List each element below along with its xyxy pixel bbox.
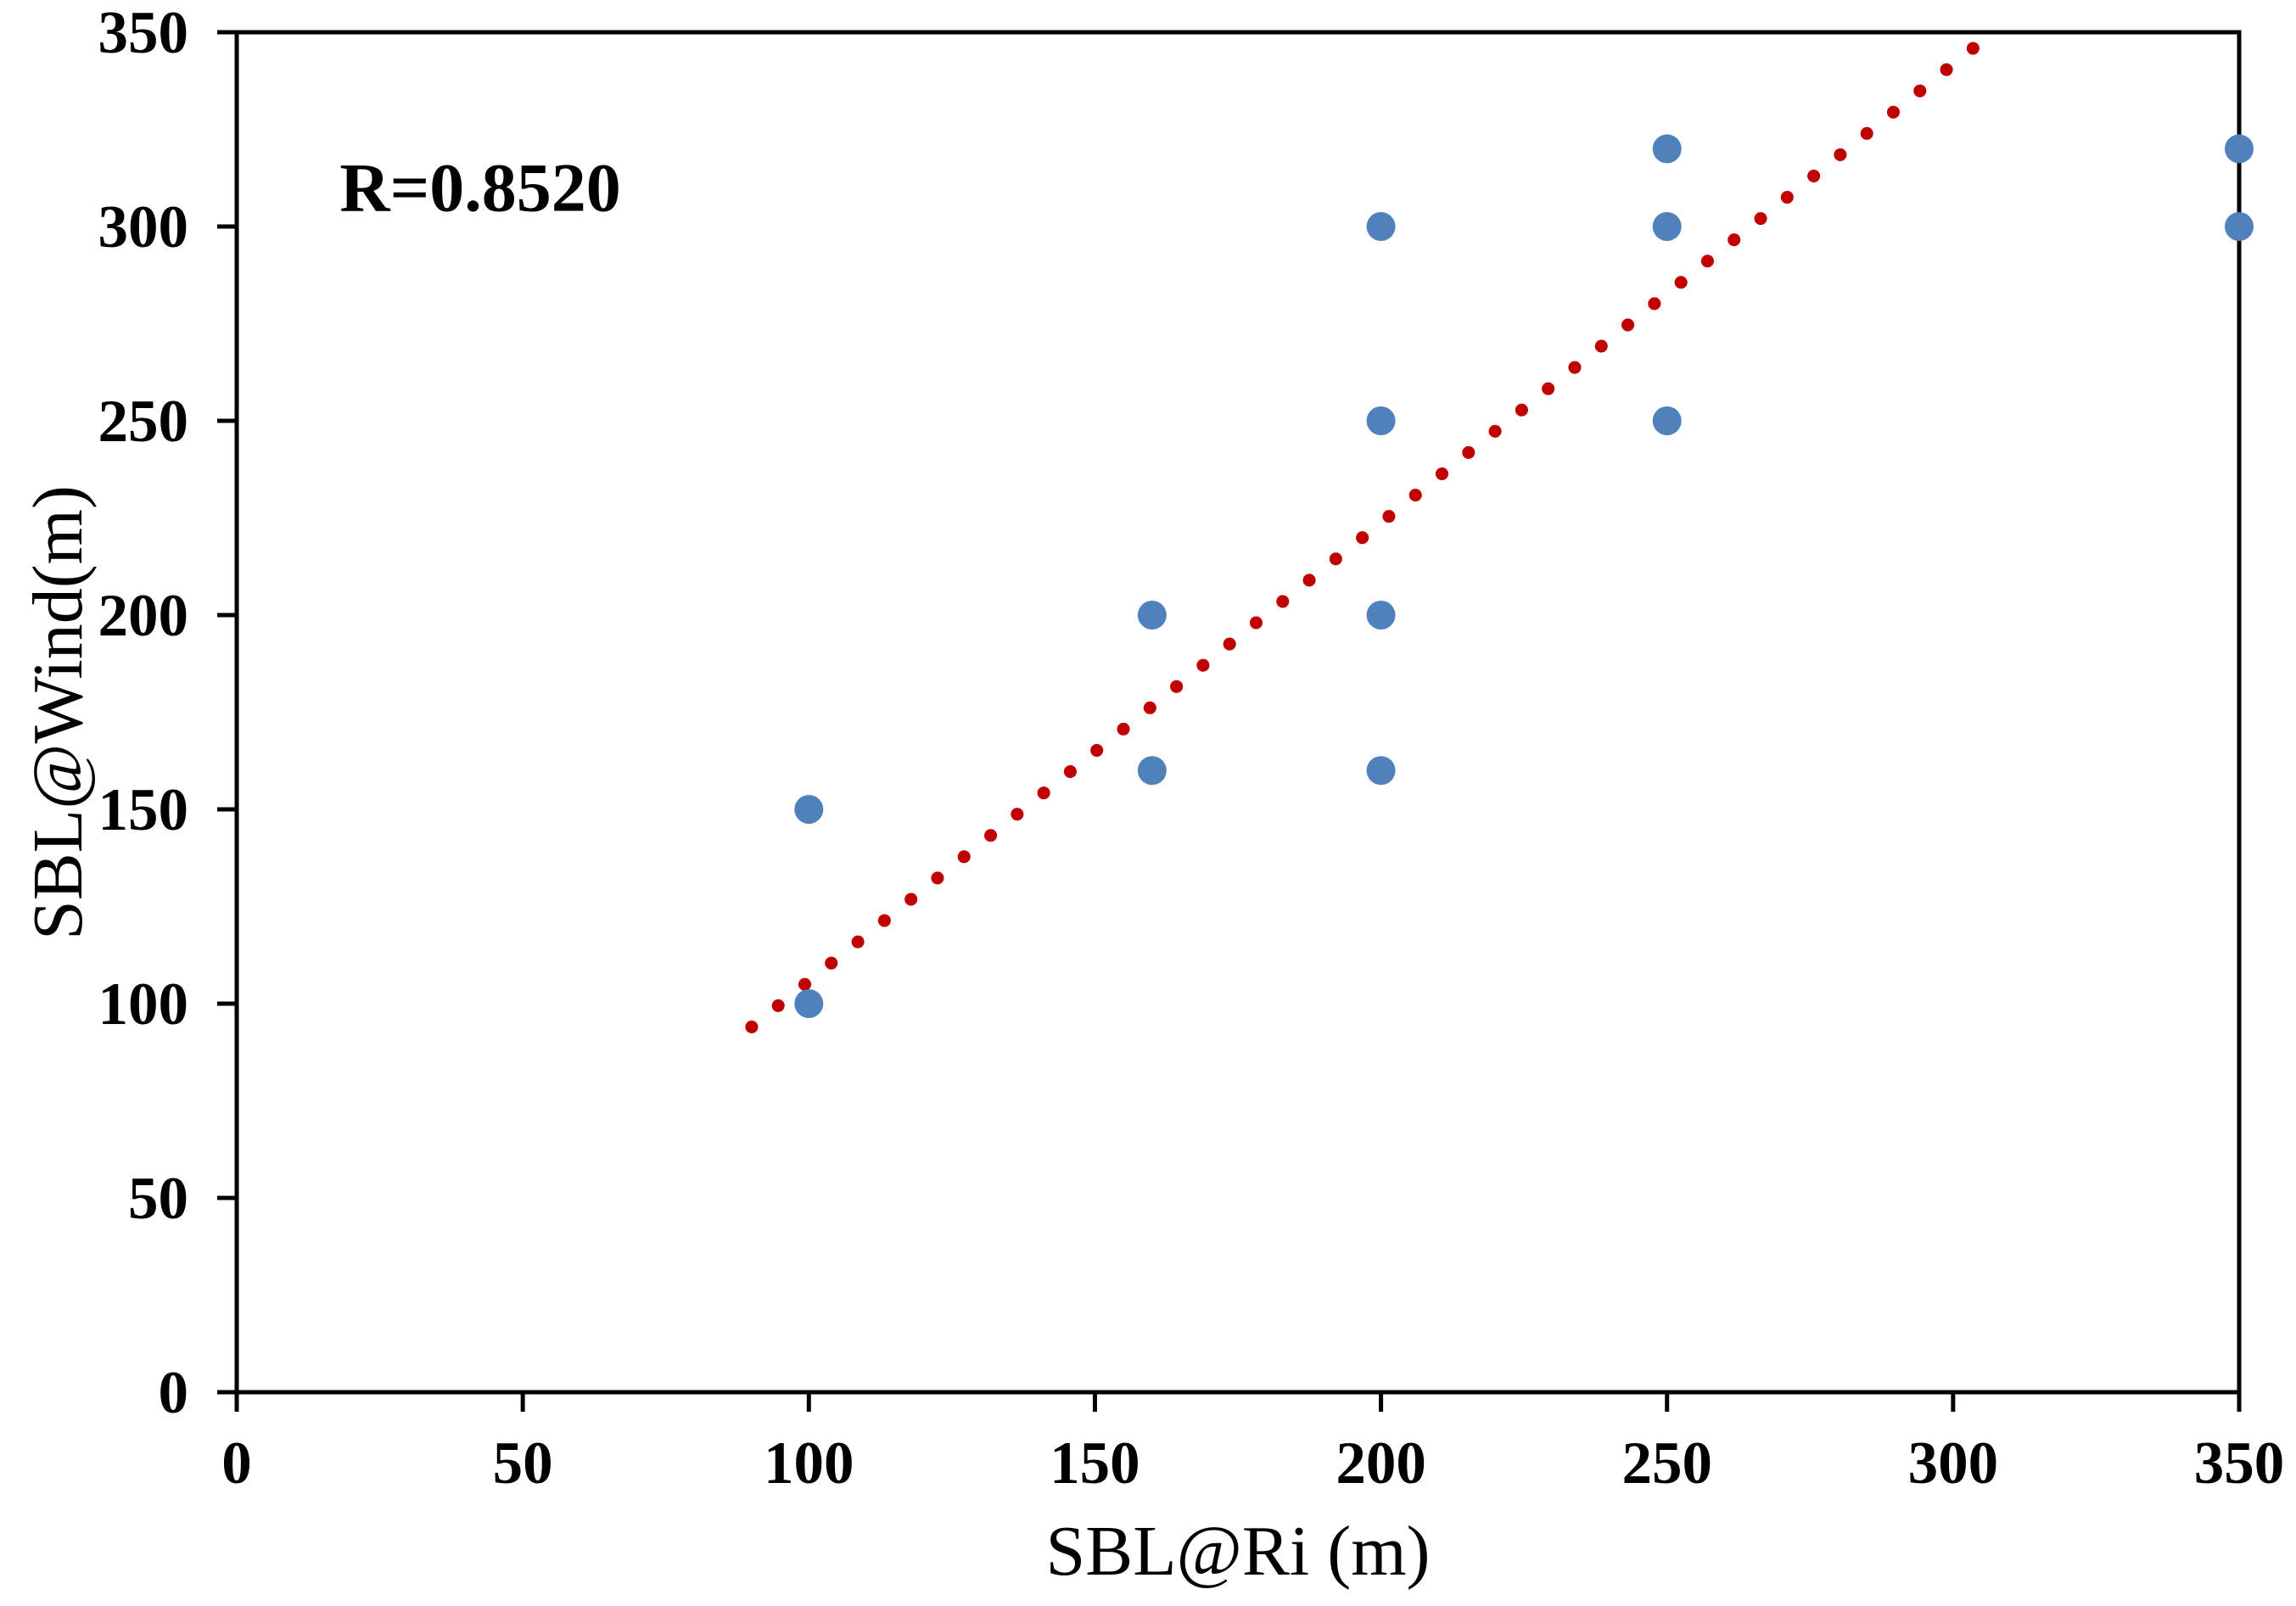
x-axis-tick-labels: 0 50 100 150 200 250 300 350 [221, 1430, 2284, 1497]
data-points [794, 134, 2254, 1018]
y-axis-title: SBL@Wind(m) [19, 485, 98, 940]
y-tick-label: 150 [98, 777, 189, 843]
scatter-point [1137, 601, 1167, 630]
scatter-point [1652, 212, 1682, 241]
scatter-point [1366, 601, 1396, 630]
trendline [745, 25, 2000, 1033]
x-tick-label: 200 [1336, 1430, 1426, 1497]
y-tick-label: 100 [98, 971, 189, 1038]
scatter-point [1652, 406, 1682, 435]
scatter-point [2225, 212, 2254, 241]
y-tick-label: 200 [98, 583, 189, 649]
x-axis-title: SBL@Ri (m) [1045, 1512, 1430, 1591]
scatter-point [1652, 134, 1682, 164]
plot-area-border [234, 30, 2242, 1395]
x-tick-label: 250 [1621, 1430, 1712, 1497]
x-tick-label: 100 [764, 1430, 854, 1497]
y-tick-label: 300 [98, 194, 189, 260]
x-axis-ticks [234, 1392, 2242, 1412]
scatter-point [794, 989, 824, 1018]
y-tick-label: 250 [98, 389, 189, 455]
y-axis-ticks [217, 30, 237, 1395]
y-tick-label: 350 [98, 0, 189, 66]
x-tick-label: 50 [493, 1430, 553, 1497]
correlation-annotation: R=0.8520 [339, 149, 620, 227]
x-tick-label: 0 [221, 1430, 252, 1497]
scatter-point [1366, 406, 1396, 435]
scatter-point [794, 795, 824, 824]
x-tick-label: 300 [1908, 1430, 1999, 1497]
scatter-point [1366, 212, 1396, 241]
scatter-point [2225, 134, 2254, 164]
y-tick-label: 0 [159, 1360, 189, 1426]
y-axis-tick-labels: 0 50 100 150 200 250 300 350 [98, 0, 189, 1426]
x-tick-label: 150 [1050, 1430, 1140, 1497]
x-tick-label: 350 [2194, 1430, 2285, 1497]
scatter-point [1366, 756, 1396, 786]
y-tick-label: 50 [128, 1166, 188, 1232]
scatter-point [1137, 756, 1167, 786]
